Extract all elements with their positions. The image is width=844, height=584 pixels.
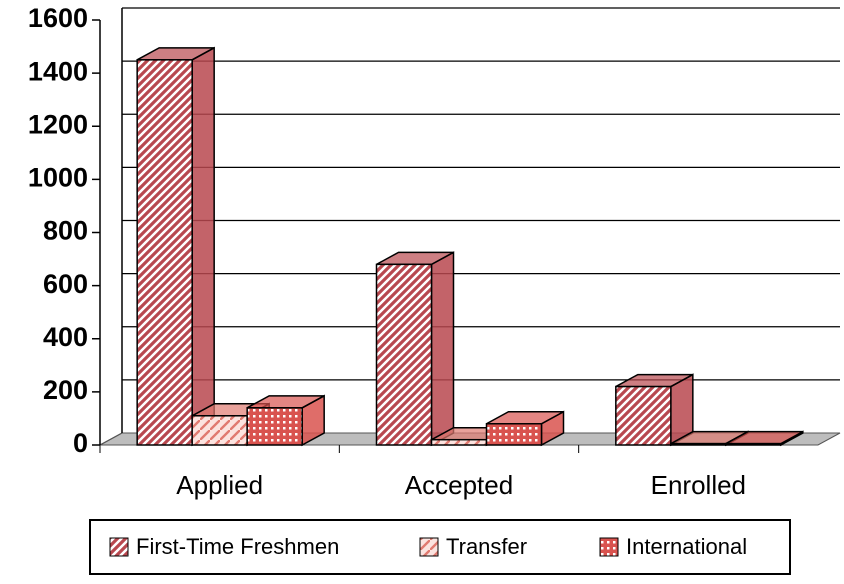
y-tick-label: 400 <box>43 322 88 352</box>
bar <box>485 410 565 447</box>
y-tick-label: 1600 <box>28 3 88 33</box>
bar <box>615 373 694 447</box>
bar <box>375 251 455 447</box>
legend-swatch <box>599 537 619 557</box>
legend-box <box>89 519 791 575</box>
x-tick-label: Accepted <box>405 470 513 500</box>
y-tick-label: 0 <box>73 428 88 458</box>
bar-front <box>670 442 727 446</box>
bar-front <box>725 442 782 446</box>
y-tick-label: 600 <box>43 269 88 299</box>
bar <box>136 46 215 447</box>
legend-label: Transfer <box>446 534 527 559</box>
y-tick-label: 800 <box>43 216 88 246</box>
bar <box>725 430 804 447</box>
legend-swatch <box>109 537 129 557</box>
bar-front <box>191 415 248 446</box>
side-wall <box>99 432 123 446</box>
legend-label: First-Time Freshmen <box>136 534 339 559</box>
bar-front <box>615 385 672 446</box>
legend-swatch <box>419 537 439 557</box>
y-tick-label: 1200 <box>28 109 88 139</box>
bar-front <box>485 423 543 446</box>
bar-front <box>246 407 303 446</box>
bar-front <box>430 438 488 446</box>
bar <box>246 394 325 447</box>
bar-front <box>375 263 433 446</box>
y-tick-label: 200 <box>43 375 88 405</box>
legend-label: International <box>626 534 747 559</box>
bar-front <box>136 59 193 446</box>
x-tick-label: Applied <box>176 470 263 500</box>
bar-side <box>191 46 215 447</box>
bar-side <box>430 251 455 447</box>
y-tick-label: 1000 <box>28 163 88 193</box>
x-tick-label: Enrolled <box>651 470 746 500</box>
y-tick-label: 1400 <box>28 56 88 86</box>
